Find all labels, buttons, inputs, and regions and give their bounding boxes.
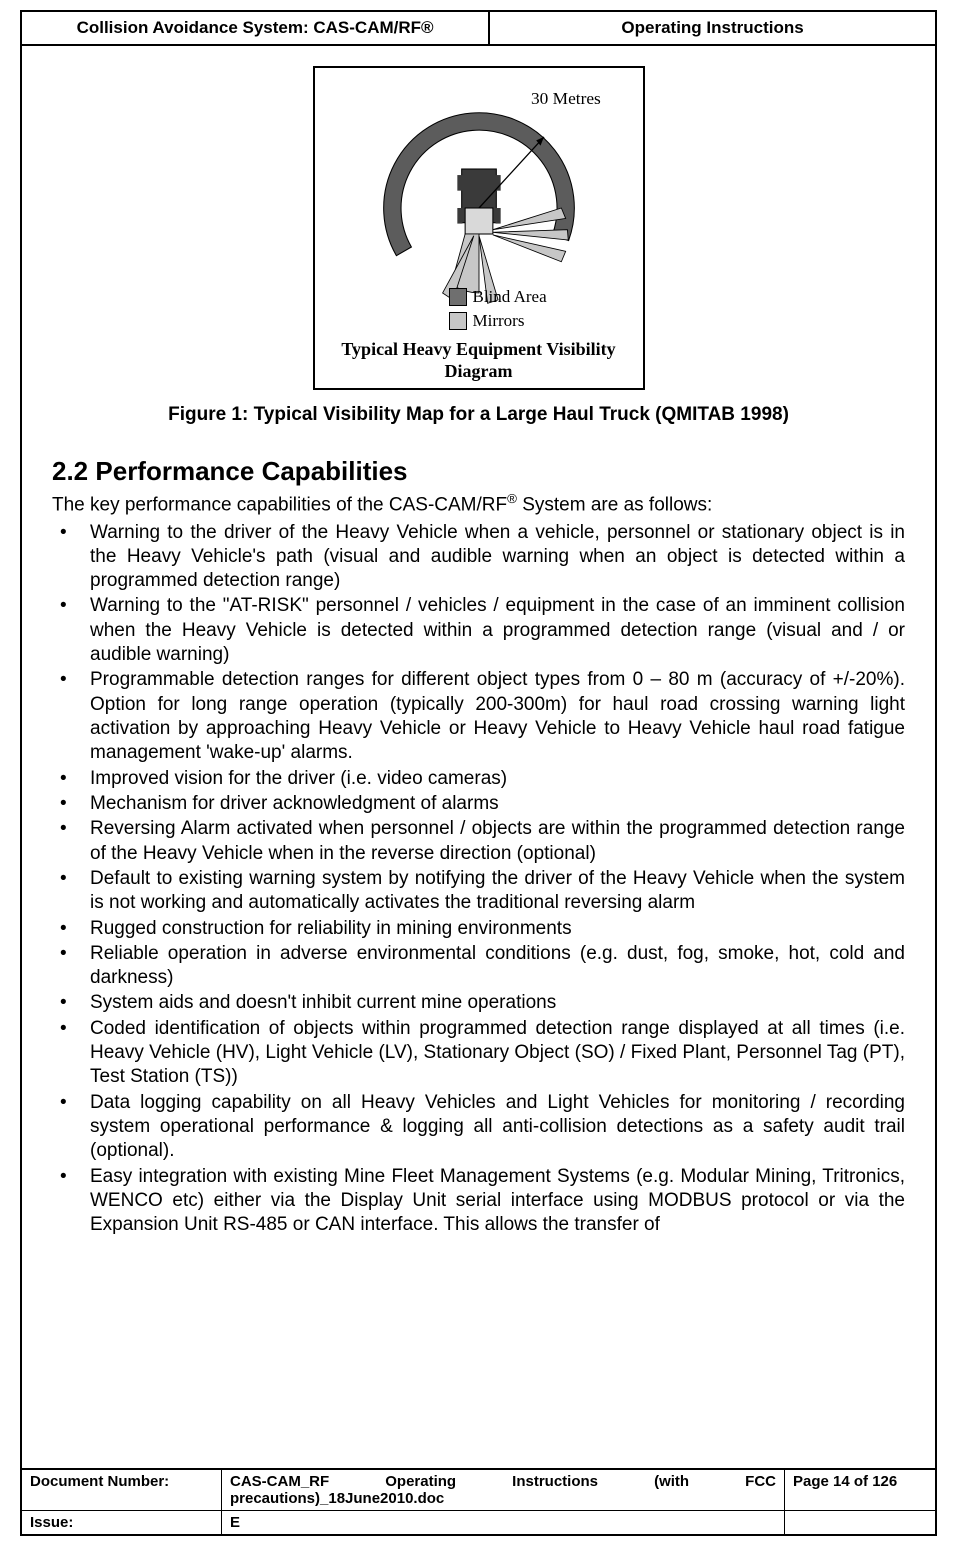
footer-row-doc: Document Number: CAS-CAM_RF Operating In… (22, 1470, 935, 1510)
footer-docnum-value: CAS-CAM_RF Operating Instructions (with … (222, 1470, 785, 1510)
diagram-title-line2: Diagram (445, 361, 513, 381)
list-item: Rugged construction for reliability in m… (52, 917, 905, 941)
visibility-diagram: 30 Metres Blind Area Mirrors (329, 78, 629, 333)
diagram-title-line1: Typical Heavy Equipment Visibility (341, 339, 615, 359)
footer-row-issue: Issue: E (22, 1510, 935, 1534)
list-item: Coded identification of objects within p… (52, 1017, 905, 1090)
capabilities-list: Warning to the driver of the Heavy Vehic… (52, 521, 905, 1238)
legend-item-mirrors: Mirrors (449, 311, 525, 331)
diagram-container: 30 Metres Blind Area Mirrors (52, 66, 905, 390)
diagram-box: 30 Metres Blind Area Mirrors (313, 66, 645, 390)
legend-swatch-blind (449, 288, 467, 306)
section-heading: 2.2 Performance Capabilities (52, 456, 905, 487)
diagram-title: Typical Heavy Equipment Visibility Diagr… (329, 339, 629, 382)
list-item: Programmable detection ranges for differ… (52, 668, 905, 765)
legend-label-blind: Blind Area (473, 287, 547, 307)
list-item: Reversing Alarm activated when personnel… (52, 817, 905, 866)
list-item: Warning to the driver of the Heavy Vehic… (52, 521, 905, 594)
intro-post: System are as follows: (517, 495, 712, 516)
page-frame: Collision Avoidance System: CAS-CAM/RF® … (20, 10, 937, 1536)
section-title: Performance Capabilities (95, 456, 407, 486)
legend-swatch-mirrors (449, 312, 467, 330)
intro-pre: The key performance capabilities of the … (52, 495, 507, 516)
legend-item-blind: Blind Area (449, 287, 547, 307)
list-item: System aids and doesn't inhibit current … (52, 991, 905, 1015)
list-item: Easy integration with existing Mine Flee… (52, 1165, 905, 1238)
footer-issue-value: E (222, 1511, 785, 1534)
list-item: Mechanism for driver acknowledgment of a… (52, 792, 905, 816)
list-item: Reliable operation in adverse environmen… (52, 942, 905, 991)
list-item: Warning to the "AT-RISK" personnel / veh… (52, 594, 905, 667)
footer-page: Page 14 of 126 (785, 1470, 935, 1510)
footer-docnum-label: Document Number: (22, 1470, 222, 1510)
list-item: Data logging capability on all Heavy Veh… (52, 1091, 905, 1164)
header-title-right: Operating Instructions (490, 12, 935, 44)
list-item: Improved vision for the driver (i.e. vid… (52, 767, 905, 791)
page-footer: Document Number: CAS-CAM_RF Operating In… (22, 1468, 935, 1534)
section-intro: The key performance capabilities of the … (52, 491, 905, 516)
footer-empty (785, 1511, 935, 1534)
legend-label-mirrors: Mirrors (473, 311, 525, 331)
radius-label: 30 Metres (531, 89, 601, 108)
header-title-left: Collision Avoidance System: CAS-CAM/RF® (22, 12, 490, 44)
page-content: 30 Metres Blind Area Mirrors (22, 46, 935, 1468)
figure-caption: Figure 1: Typical Visibility Map for a L… (52, 404, 905, 426)
section-number: 2.2 (52, 456, 88, 486)
footer-issue-label: Issue: (22, 1511, 222, 1534)
list-item: Default to existing warning system by no… (52, 867, 905, 916)
intro-sup: ® (507, 491, 517, 506)
page-header: Collision Avoidance System: CAS-CAM/RF® … (22, 12, 935, 46)
